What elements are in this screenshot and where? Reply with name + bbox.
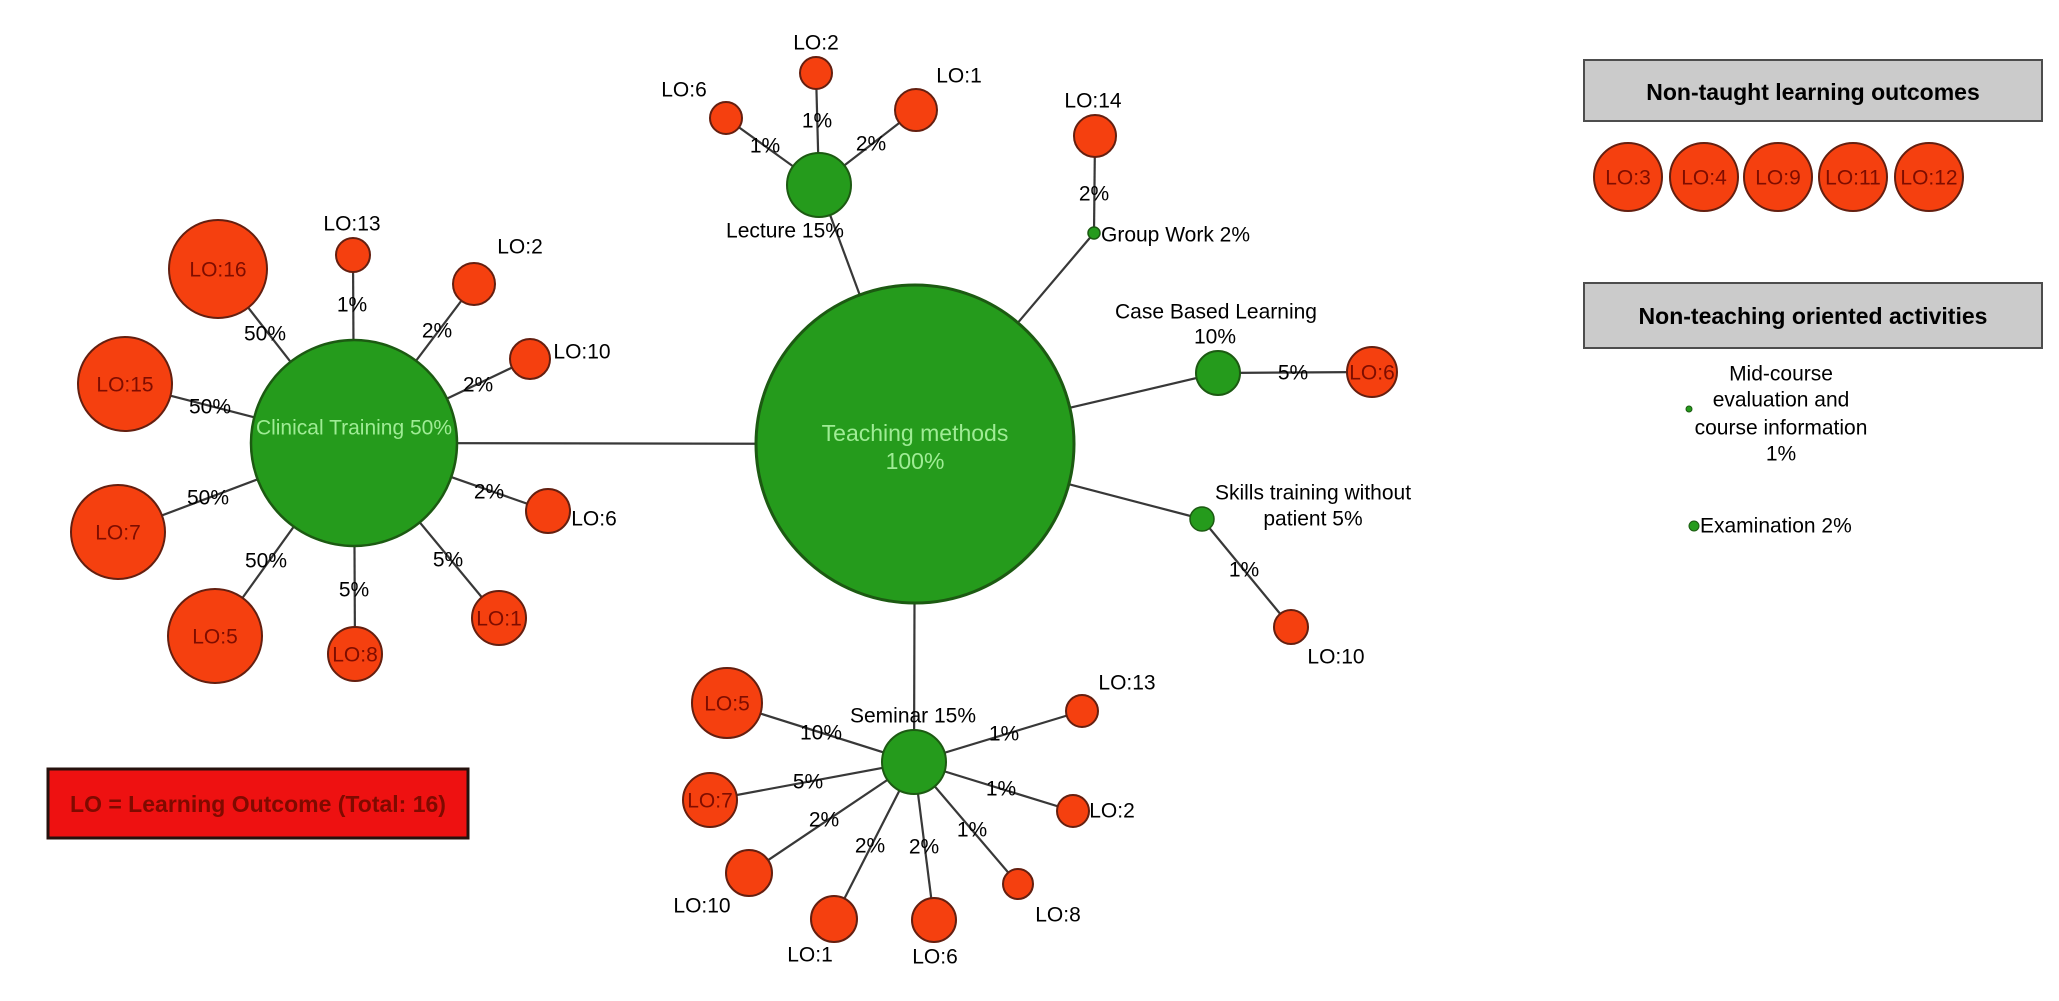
svg-text:Teaching methods: Teaching methods	[822, 420, 1009, 446]
svg-text:LO:6: LO:6	[571, 508, 617, 531]
svg-text:Mid-course: Mid-course	[1729, 363, 1833, 386]
svg-text:5%: 5%	[1278, 362, 1308, 385]
svg-text:1%: 1%	[337, 294, 367, 317]
svg-text:Lecture 15%: Lecture 15%	[726, 220, 844, 243]
svg-text:LO:2: LO:2	[793, 32, 839, 55]
svg-text:LO:1: LO:1	[787, 944, 833, 967]
svg-text:2%: 2%	[1079, 183, 1109, 206]
svg-text:LO:5: LO:5	[192, 626, 238, 649]
svg-text:2%: 2%	[474, 481, 504, 504]
svg-text:2%: 2%	[909, 836, 939, 859]
svg-text:LO:2: LO:2	[497, 236, 543, 259]
svg-text:LO:1: LO:1	[476, 608, 522, 631]
svg-text:LO:10: LO:10	[1307, 646, 1364, 669]
svg-text:LO:13: LO:13	[1098, 672, 1155, 695]
svg-text:Case Based Learning: Case Based Learning	[1115, 301, 1317, 324]
svg-text:50%: 50%	[189, 396, 231, 419]
svg-text:Non-teaching oriented activiti: Non-teaching oriented activities	[1639, 303, 1988, 329]
svg-text:LO:10: LO:10	[553, 341, 610, 364]
svg-text:LO:4: LO:4	[1681, 167, 1727, 190]
svg-text:1%: 1%	[802, 110, 832, 133]
svg-text:LO:7: LO:7	[95, 522, 141, 545]
svg-text:1%: 1%	[1766, 443, 1796, 466]
svg-text:100%: 100%	[886, 448, 945, 474]
svg-text:LO:6: LO:6	[1349, 362, 1395, 385]
svg-text:patient 5%: patient 5%	[1263, 508, 1362, 531]
svg-text:50%: 50%	[187, 487, 229, 510]
svg-text:evaluation and: evaluation and	[1713, 389, 1850, 412]
svg-text:LO:2: LO:2	[1089, 800, 1135, 823]
svg-text:2%: 2%	[855, 835, 885, 858]
svg-text:LO:12: LO:12	[1900, 167, 1957, 190]
svg-text:LO = Learning Outcome (Total:: LO = Learning Outcome (Total: 16)	[70, 791, 446, 817]
svg-text:5%: 5%	[433, 549, 463, 572]
svg-text:2%: 2%	[809, 809, 839, 832]
svg-text:2%: 2%	[463, 374, 493, 397]
svg-text:1%: 1%	[989, 723, 1019, 746]
svg-text:1%: 1%	[750, 135, 780, 158]
svg-text:Skills training without: Skills training without	[1215, 482, 1411, 505]
svg-text:Examination 2%: Examination 2%	[1700, 515, 1852, 538]
svg-text:50%: 50%	[245, 550, 287, 573]
svg-text:LO:9: LO:9	[1755, 167, 1801, 190]
svg-text:LO:6: LO:6	[912, 946, 958, 969]
svg-text:LO:3: LO:3	[1605, 167, 1651, 190]
svg-text:Seminar 15%: Seminar 15%	[850, 705, 976, 728]
svg-text:10%: 10%	[1194, 326, 1236, 349]
svg-text:5%: 5%	[793, 771, 823, 794]
svg-text:10%: 10%	[800, 722, 842, 745]
svg-text:LO:10: LO:10	[673, 895, 730, 918]
svg-text:1%: 1%	[957, 819, 987, 842]
svg-text:Non-taught learning outcomes: Non-taught learning outcomes	[1646, 79, 1980, 105]
svg-text:LO:15: LO:15	[96, 374, 153, 397]
svg-text:Group Work 2%: Group Work 2%	[1101, 224, 1250, 247]
svg-text:LO:16: LO:16	[189, 259, 246, 282]
svg-text:LO:11: LO:11	[1825, 167, 1881, 190]
svg-text:2%: 2%	[422, 320, 452, 343]
svg-text:50%: 50%	[244, 323, 286, 346]
svg-text:LO:14: LO:14	[1064, 90, 1122, 113]
svg-text:LO:7: LO:7	[687, 790, 733, 813]
svg-text:Clinical Training 50%: Clinical Training 50%	[256, 417, 452, 440]
svg-text:LO:1: LO:1	[936, 65, 982, 88]
svg-text:LO:8: LO:8	[1035, 904, 1081, 927]
svg-text:LO:5: LO:5	[704, 693, 750, 716]
svg-text:1%: 1%	[1229, 559, 1259, 582]
svg-text:course information: course information	[1695, 417, 1868, 440]
svg-text:LO:13: LO:13	[323, 213, 380, 236]
svg-text:5%: 5%	[339, 579, 369, 602]
svg-text:LO:6: LO:6	[661, 79, 707, 102]
svg-text:1%: 1%	[986, 778, 1016, 801]
svg-text:2%: 2%	[856, 133, 886, 156]
svg-text:LO:8: LO:8	[332, 644, 378, 667]
